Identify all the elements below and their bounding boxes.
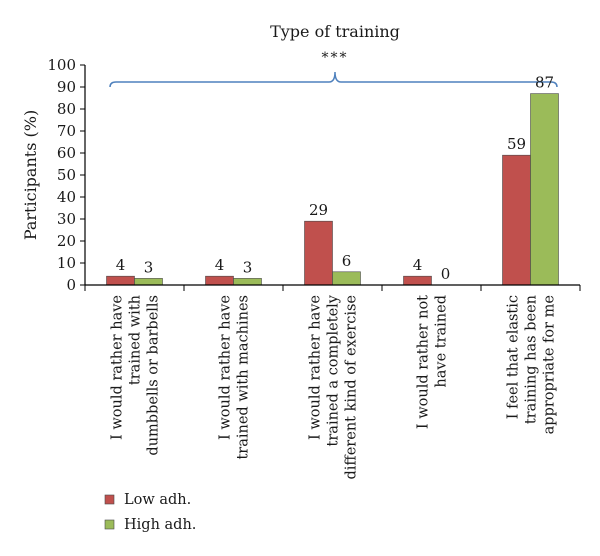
category-label-line: dumbbells or barbells <box>146 295 162 456</box>
y-axis-ticks: 0 10 20 30 40 50 60 70 80 90 100 <box>47 56 85 294</box>
category-label-3: I would rather have trained a completely d… <box>308 294 360 479</box>
category-label-line: I feel that elastic <box>506 295 522 419</box>
legend-label-low: Low adh. <box>124 492 191 508</box>
y-tick-label: 30 <box>57 210 76 228</box>
bar-high-2 <box>233 278 262 286</box>
y-tick-label: 60 <box>57 144 76 162</box>
category-labels: I would rather have trained with dumbbells… <box>110 294 558 479</box>
y-tick-label: 50 <box>57 166 76 184</box>
category-label-line: I would rather have <box>308 295 324 440</box>
category-label-line: have trained <box>434 295 450 388</box>
legend-swatch-high <box>104 519 115 530</box>
category-label-line: different kind of exercise <box>344 295 360 480</box>
y-tick-label: 20 <box>57 232 76 250</box>
data-label-low-3: 29 <box>309 201 328 219</box>
legend-swatch-low <box>104 494 115 505</box>
y-tick-label: 70 <box>57 122 76 140</box>
category-label-line: I would rather have <box>218 295 234 440</box>
data-label-low-1: 4 <box>116 256 126 274</box>
significance-label: *** <box>322 50 349 66</box>
data-label-high-4: 0 <box>441 265 451 283</box>
category-label-line: I would rather have <box>110 295 126 440</box>
category-label-4: I would rather not have trained <box>416 295 450 429</box>
data-label-low-4: 4 <box>413 256 423 274</box>
category-label-line: trained with <box>128 295 144 385</box>
category-label-line: training has been <box>524 295 540 424</box>
y-tick-label: 0 <box>66 276 76 294</box>
legend: Low adh. High adh. <box>104 492 196 533</box>
legend-label-high: High adh. <box>124 517 196 533</box>
bar-low-4 <box>403 275 432 286</box>
data-label-high-3: 6 <box>342 252 352 270</box>
y-axis-label: Participants (%) <box>21 110 40 240</box>
category-label-line: I would rather not <box>416 295 432 429</box>
y-tick-label: 10 <box>57 254 76 272</box>
category-label-2: I would rather have trained with machines <box>218 295 252 460</box>
bar-low-2 <box>205 275 234 286</box>
data-label-high-5: 87 <box>535 74 554 92</box>
bar-high-3 <box>332 271 361 286</box>
bar-low-3 <box>304 220 333 286</box>
data-label-high-2: 3 <box>243 258 253 276</box>
bar-low-1 <box>106 275 135 286</box>
category-label-5: I feel that elastic training has been appr… <box>506 295 558 434</box>
y-tick-label: 40 <box>57 188 76 206</box>
y-tick-label: 90 <box>57 78 76 96</box>
data-label-low-5: 59 <box>507 135 526 153</box>
category-label-line: trained a completely <box>326 294 342 446</box>
data-label-high-1: 3 <box>144 258 154 276</box>
y-tick-label: 100 <box>47 56 76 74</box>
y-tick-label: 80 <box>57 100 76 118</box>
category-label-line: appropriate for me <box>542 295 558 434</box>
bar-high-5 <box>530 93 559 286</box>
bar-high-1 <box>134 278 163 286</box>
category-label-1: I would rather have trained with dumbbells… <box>110 295 162 456</box>
data-label-low-2: 4 <box>215 256 225 274</box>
significance-bracket <box>109 71 558 88</box>
bars <box>106 93 559 286</box>
axes <box>84 65 581 291</box>
bar-low-5 <box>502 154 531 286</box>
category-label-line: trained with machines <box>236 295 252 460</box>
chart-title: Type of training <box>270 22 400 41</box>
